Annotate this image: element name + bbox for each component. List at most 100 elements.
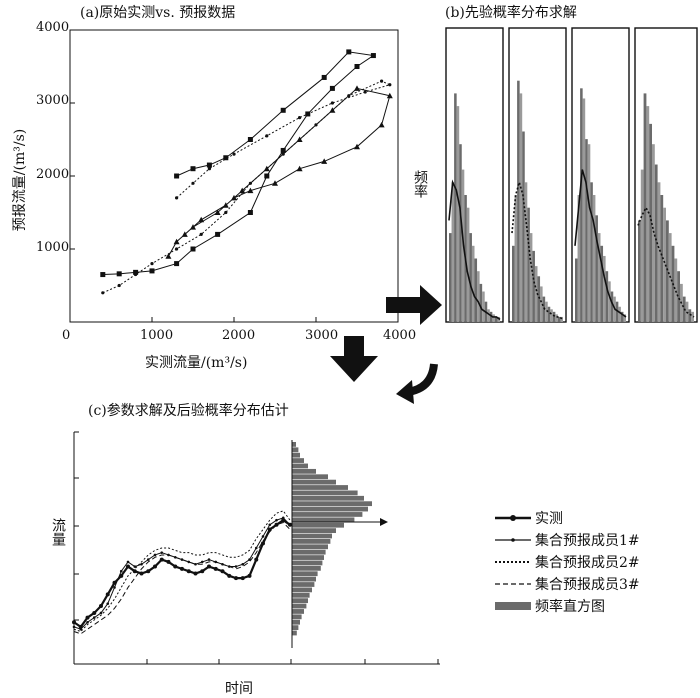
chart-a-point bbox=[116, 271, 122, 277]
chart-a-point bbox=[296, 165, 303, 172]
chart-a-point bbox=[198, 216, 205, 223]
chart-b-bar bbox=[449, 233, 452, 322]
chart-b-bar bbox=[537, 276, 541, 322]
chart-a-point bbox=[191, 181, 195, 185]
chart-a-point bbox=[174, 173, 180, 179]
chart-b-bar bbox=[643, 93, 647, 323]
chart-c-hist-bar bbox=[292, 522, 344, 528]
chart-b-bar bbox=[545, 301, 548, 322]
chart-c-hist-bar bbox=[292, 603, 307, 609]
chart-b-bar bbox=[550, 309, 553, 322]
chart-a-point bbox=[321, 74, 327, 80]
chart-a-point bbox=[370, 53, 376, 59]
chart-c-point bbox=[153, 553, 157, 557]
chart-b-bar bbox=[575, 258, 578, 322]
chart-c-hist-bar bbox=[292, 625, 299, 631]
legend-label: 集合预报成员1# bbox=[535, 533, 640, 549]
chart-a-point bbox=[232, 152, 236, 156]
chart-b-bar bbox=[451, 182, 455, 322]
chart-c-hist-bar bbox=[292, 479, 336, 485]
legend-label: 集合预报成员2# bbox=[535, 555, 640, 571]
chart-b-bar bbox=[522, 131, 525, 322]
chart-c-point bbox=[139, 571, 144, 576]
chart-b-bar bbox=[456, 106, 460, 322]
chart-a-point bbox=[281, 152, 285, 156]
chart-a-point bbox=[134, 272, 138, 277]
chart-b-bar bbox=[524, 182, 528, 322]
chart-c-point bbox=[106, 602, 110, 605]
chart-c-point bbox=[146, 558, 150, 561]
chart-c-hist-bar bbox=[292, 447, 299, 453]
chart-c-point bbox=[241, 562, 245, 566]
chart-c-point bbox=[200, 560, 204, 564]
chart-c-hist-bar bbox=[292, 565, 321, 571]
chart-a-point bbox=[386, 92, 393, 99]
chart-b-bar bbox=[600, 245, 604, 322]
chart-a-point bbox=[173, 238, 180, 245]
chart-a-point bbox=[378, 121, 385, 128]
chart-c-point bbox=[173, 564, 178, 569]
chart-c-point bbox=[113, 586, 116, 589]
chart-c-point bbox=[146, 569, 151, 574]
chart-c-point bbox=[207, 558, 211, 561]
chart-a-point bbox=[149, 268, 155, 274]
chart-c-hist-bar bbox=[292, 592, 310, 598]
chart-b-bar bbox=[652, 144, 655, 322]
chart-b-bar bbox=[534, 266, 538, 322]
chart-a-point bbox=[264, 173, 270, 179]
chart-b-bar bbox=[663, 207, 666, 322]
chart-c-hist-bar bbox=[292, 587, 312, 593]
chart-c-xlabel: 时间 bbox=[225, 681, 253, 697]
tick-x-1: 1000 bbox=[140, 328, 174, 343]
chart-c-point bbox=[72, 625, 76, 629]
chart-c-point bbox=[119, 569, 123, 573]
chart-a-point bbox=[248, 181, 252, 185]
chart-a-point bbox=[150, 262, 154, 266]
chart-a-point bbox=[206, 162, 212, 168]
chart-b-bar bbox=[608, 281, 611, 322]
legend-swatch-solid bbox=[495, 538, 531, 542]
chart-c-point bbox=[268, 523, 272, 527]
chart-b-bar bbox=[514, 195, 518, 322]
chart-c-point bbox=[261, 541, 265, 546]
chart-c-point bbox=[160, 551, 164, 554]
chart-c-series-line bbox=[73, 517, 291, 630]
chart-c-point bbox=[254, 557, 259, 562]
chart-b-bar bbox=[519, 93, 523, 323]
chart-c-point bbox=[186, 569, 191, 574]
chart-a-point bbox=[314, 123, 318, 127]
chart-b-bar bbox=[454, 93, 457, 323]
chart-c-hist-bar bbox=[292, 555, 324, 560]
chart-b-bar bbox=[620, 311, 624, 322]
chart-c-ylabel: 流量 bbox=[50, 518, 66, 546]
chart-b-bar bbox=[646, 106, 650, 322]
chart-b-ylabel: 频率 bbox=[412, 170, 428, 198]
chart-a-point bbox=[117, 283, 121, 288]
chart-b-bar bbox=[540, 286, 543, 322]
chart-c-point bbox=[166, 559, 171, 564]
chart-c-hist-bar bbox=[292, 458, 304, 463]
chart-c-point bbox=[281, 516, 285, 520]
chart-a-series-line bbox=[102, 51, 375, 276]
chart-b-bar bbox=[512, 245, 515, 322]
chart-b-bar bbox=[657, 182, 661, 322]
chart-b-bar bbox=[660, 195, 664, 322]
chart-b-bar bbox=[597, 233, 601, 322]
chart-b-density-line bbox=[448, 179, 501, 321]
chart-b-bar bbox=[492, 314, 495, 322]
arrow-a-to-b bbox=[386, 285, 442, 325]
chart-b-bar bbox=[557, 316, 561, 322]
chart-c-point bbox=[267, 527, 272, 532]
chart-b-bar bbox=[649, 123, 652, 322]
chart-c-hist-bar bbox=[292, 501, 372, 507]
chart-b-bar bbox=[666, 220, 669, 322]
chart-a-point bbox=[329, 85, 335, 91]
chart-b-bar bbox=[674, 258, 678, 322]
chart-c-hist-bar bbox=[292, 490, 358, 496]
chart-a-point bbox=[380, 79, 384, 83]
chart-c-point bbox=[153, 564, 157, 569]
chart-c-point bbox=[79, 627, 83, 631]
chart-a-point bbox=[224, 210, 228, 215]
chart-c-point bbox=[126, 560, 130, 564]
